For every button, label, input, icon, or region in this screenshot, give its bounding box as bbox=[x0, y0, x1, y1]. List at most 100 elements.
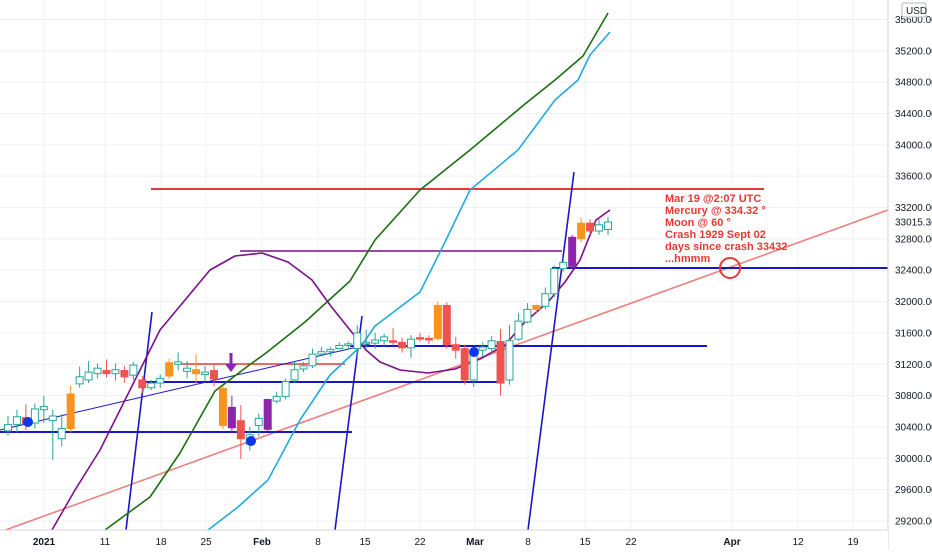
candle bbox=[442, 302, 451, 349]
candle bbox=[102, 359, 111, 378]
candle-body bbox=[263, 399, 272, 430]
x-axis-panel[interactable] bbox=[0, 530, 888, 550]
candle-body bbox=[577, 222, 586, 240]
candle-body bbox=[344, 343, 353, 346]
candle bbox=[568, 234, 577, 269]
x-tick-label: 12 bbox=[792, 537, 804, 548]
x-tick-label: Apr bbox=[723, 537, 740, 548]
y-tick-label: 32400.00 bbox=[895, 266, 932, 277]
candle-body bbox=[317, 351, 326, 355]
candle bbox=[541, 287, 550, 310]
diagonal-line-blue-1 bbox=[125, 311, 153, 531]
candle bbox=[209, 363, 218, 387]
x-tick-label: Feb bbox=[253, 537, 271, 548]
x-tick-label: 15 bbox=[359, 537, 371, 548]
candle-body bbox=[326, 348, 335, 353]
candle bbox=[66, 385, 75, 433]
x-tick-label: 8 bbox=[315, 537, 321, 548]
candle bbox=[460, 344, 469, 385]
candle-body bbox=[272, 395, 281, 402]
grid bbox=[0, 0, 888, 530]
candle-body bbox=[39, 406, 48, 411]
candle bbox=[75, 366, 84, 388]
y-tick-label: 31600.00 bbox=[895, 328, 932, 339]
candles bbox=[4, 216, 612, 460]
diagonal-line-blue-3 bbox=[527, 171, 575, 531]
y-tick-label: 35600.00 bbox=[895, 15, 932, 26]
candle-body bbox=[299, 365, 308, 370]
candle-body bbox=[254, 417, 263, 426]
candle bbox=[57, 414, 66, 447]
candle-body bbox=[236, 420, 245, 440]
candle bbox=[398, 337, 407, 353]
candle-body bbox=[30, 408, 39, 424]
candle-body bbox=[406, 338, 415, 349]
candle-body bbox=[398, 341, 407, 349]
candle bbox=[577, 217, 586, 243]
candle-body bbox=[514, 320, 523, 340]
annotation-line: days since crash 33432 bbox=[665, 241, 787, 253]
candle bbox=[380, 333, 389, 347]
annotation-line: ...hmmm bbox=[665, 253, 710, 265]
candle-body bbox=[147, 382, 156, 389]
candle bbox=[120, 365, 129, 384]
candle bbox=[93, 363, 102, 379]
candle-body bbox=[227, 406, 236, 429]
candle bbox=[496, 328, 505, 396]
y-axis-panel[interactable] bbox=[888, 0, 932, 550]
candle bbox=[335, 342, 344, 350]
x-tick-label: 25 bbox=[200, 537, 212, 548]
candle-body bbox=[57, 428, 66, 440]
candle-body bbox=[451, 344, 460, 351]
y-tick-label: 29200.00 bbox=[895, 517, 932, 528]
candle bbox=[290, 361, 299, 384]
candle-body bbox=[75, 376, 84, 385]
candle-body bbox=[433, 304, 442, 339]
markers bbox=[23, 257, 741, 446]
candle bbox=[111, 363, 120, 381]
candle-body bbox=[218, 388, 227, 426]
currency-label: USD bbox=[906, 6, 927, 17]
annotation-line: Mercury @ 334.32 ° bbox=[665, 205, 766, 217]
candle-body bbox=[362, 341, 371, 345]
candle-body bbox=[48, 415, 57, 422]
candle bbox=[227, 395, 236, 434]
candle-body bbox=[371, 339, 380, 344]
candle-body bbox=[192, 369, 201, 375]
currency-badge[interactable] bbox=[901, 2, 927, 18]
candle-body bbox=[129, 364, 138, 376]
candle bbox=[30, 403, 39, 429]
candle bbox=[415, 332, 424, 342]
down-arrow-icon bbox=[225, 353, 237, 372]
y-tick-label: 35200.00 bbox=[895, 46, 932, 57]
candle bbox=[532, 304, 541, 313]
candle bbox=[218, 386, 227, 430]
candle bbox=[165, 358, 174, 380]
candle-body bbox=[478, 346, 487, 351]
x-tick-label: 2021 bbox=[33, 537, 56, 548]
candle bbox=[604, 216, 612, 235]
candle bbox=[586, 219, 595, 235]
candle-body bbox=[165, 362, 174, 377]
candle bbox=[156, 374, 165, 388]
candle-body bbox=[308, 353, 317, 367]
candle-body bbox=[93, 367, 102, 375]
candle-body bbox=[66, 393, 75, 430]
candle bbox=[236, 405, 245, 460]
candle bbox=[308, 348, 317, 369]
candle-body bbox=[559, 261, 568, 270]
x-tick-label: 8 bbox=[525, 537, 531, 548]
candle bbox=[559, 257, 568, 272]
candle-body bbox=[84, 371, 93, 381]
x-tick-label: 22 bbox=[414, 537, 426, 548]
candle-body bbox=[380, 336, 389, 342]
candle-body bbox=[120, 370, 129, 378]
candle-body bbox=[174, 361, 183, 365]
candle-body bbox=[424, 337, 433, 341]
x-tick-label: Mar bbox=[466, 537, 484, 548]
x-tick-label: 15 bbox=[579, 537, 591, 548]
candle bbox=[138, 376, 147, 394]
